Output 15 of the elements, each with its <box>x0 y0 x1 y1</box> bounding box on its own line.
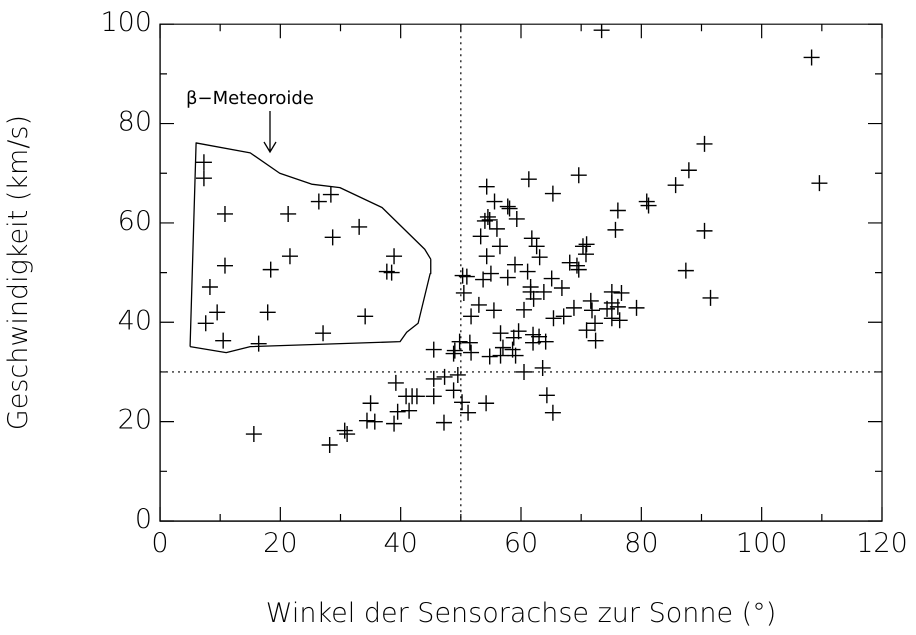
y-tick-label: 100 <box>100 7 152 38</box>
annotation: β−Meteoroide <box>186 88 314 109</box>
x-tick-label: 60 <box>504 528 538 560</box>
x-tick-label: 80 <box>624 528 659 560</box>
x-tick-label: 40 <box>383 528 418 560</box>
x-tick-label: 100 <box>736 528 788 560</box>
y-tick-label: 40 <box>118 305 152 336</box>
y-axis-title: Geschwindigkeit (km/s) <box>3 114 34 430</box>
x-tick-label: 20 <box>263 528 298 560</box>
y-tick-label: 80 <box>118 106 152 138</box>
y-tick-label: 20 <box>118 404 152 436</box>
x-axis-title: Winkel der Sensorachse zur Sonne (°) <box>266 598 776 629</box>
y-tick-label: 0 <box>134 504 152 536</box>
y-tick-label: 60 <box>118 206 152 237</box>
x-tick-label: 120 <box>856 528 908 560</box>
